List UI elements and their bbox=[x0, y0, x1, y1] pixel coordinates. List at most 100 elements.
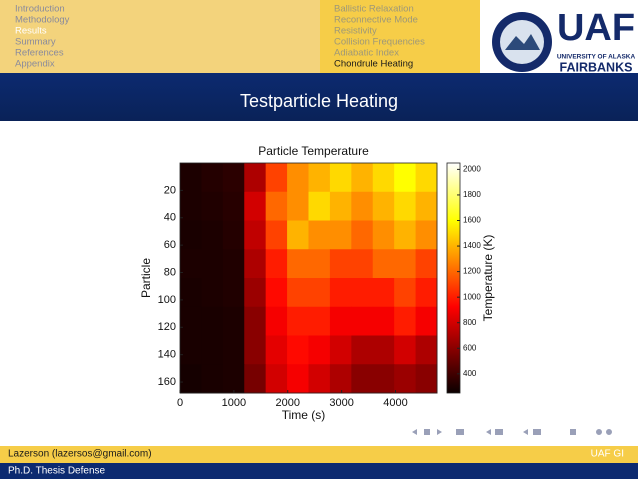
heat-cell bbox=[201, 278, 224, 308]
heat-cell bbox=[244, 163, 267, 193]
x-axis-label: Time (s) bbox=[282, 408, 326, 422]
heat-cell bbox=[351, 335, 374, 365]
heat-cell bbox=[244, 335, 267, 365]
y-tick-label: 160 bbox=[158, 376, 176, 388]
heat-cell bbox=[394, 191, 417, 221]
heat-cell bbox=[394, 306, 417, 336]
heat-cell bbox=[180, 249, 202, 279]
heat-cell bbox=[265, 163, 288, 193]
heat-cell bbox=[351, 364, 374, 394]
heat-cell bbox=[415, 278, 438, 308]
nav-subsection[interactable]: Resistivity bbox=[334, 26, 377, 37]
nav-subsection[interactable]: Collision Frequencies bbox=[334, 37, 425, 48]
nav-section[interactable]: Methodology bbox=[15, 15, 70, 26]
heat-cell bbox=[265, 249, 288, 279]
heat-cell bbox=[180, 191, 202, 221]
heat-cell bbox=[351, 278, 374, 308]
heat-cell bbox=[287, 191, 309, 221]
heat-cell bbox=[351, 306, 374, 336]
heat-cell bbox=[222, 163, 245, 193]
heat-cell bbox=[287, 335, 309, 365]
heat-cell bbox=[244, 306, 267, 336]
heat-cell bbox=[180, 335, 202, 365]
colorbar-tick-label: 600 bbox=[463, 343, 477, 352]
footer-event: Ph.D. Thesis Defense bbox=[8, 466, 106, 477]
heat-cell bbox=[244, 364, 267, 394]
heat-cell bbox=[415, 163, 438, 193]
footer-institute: UAF GI bbox=[591, 449, 624, 460]
colorbar-tick-label: 1000 bbox=[463, 292, 481, 301]
heat-cell bbox=[308, 364, 331, 394]
heat-cell bbox=[372, 249, 395, 279]
logo-line1: UNIVERSITY OF ALASKA bbox=[557, 54, 636, 61]
heat-cell bbox=[415, 191, 438, 221]
heat-cell bbox=[329, 278, 352, 308]
nav-symbols bbox=[412, 429, 612, 435]
heat-cell bbox=[415, 364, 438, 394]
heat-cell bbox=[222, 249, 245, 279]
nav-section[interactable]: Summary bbox=[15, 37, 56, 48]
colorbar-tick-label: 1600 bbox=[463, 216, 481, 225]
heat-cell bbox=[222, 306, 245, 336]
heat-cell bbox=[372, 278, 395, 308]
nav-subsection[interactable]: Chondrule Heating bbox=[334, 59, 413, 70]
nav-section[interactable]: Introduction bbox=[15, 4, 65, 15]
heat-cell bbox=[372, 306, 395, 336]
y-tick-label: 60 bbox=[164, 239, 176, 251]
heat-cell bbox=[244, 220, 267, 250]
x-tick-label: 3000 bbox=[329, 397, 353, 409]
heat-cell bbox=[180, 220, 202, 250]
colorbar-tick-label: 2000 bbox=[463, 164, 481, 173]
nav-subsection[interactable]: Reconnective Mode bbox=[334, 15, 418, 26]
heat-cell bbox=[415, 335, 438, 365]
heat-cell bbox=[201, 335, 224, 365]
heat-cell bbox=[394, 163, 417, 193]
nav-section[interactable]: References bbox=[15, 48, 64, 59]
nav-section[interactable]: Appendix bbox=[15, 59, 55, 70]
heat-cell bbox=[329, 163, 352, 193]
heat-cell bbox=[329, 249, 352, 279]
nav-right-bg bbox=[320, 0, 480, 73]
nav-subsection[interactable]: Ballistic Relaxation bbox=[334, 4, 414, 15]
nav-section[interactable]: Results bbox=[15, 26, 47, 37]
heat-cell bbox=[201, 364, 224, 394]
y-tick-label: 80 bbox=[164, 266, 176, 278]
heat-cell bbox=[287, 163, 309, 193]
colorbar-tick-label: 1200 bbox=[463, 267, 481, 276]
heat-cell bbox=[201, 306, 224, 336]
colorbar-tick-label: 800 bbox=[463, 318, 477, 327]
heat-cell bbox=[287, 364, 309, 394]
colorbar bbox=[446, 162, 461, 394]
colorbar-tick-label: 400 bbox=[463, 369, 477, 378]
logo-line2: FAIRBANKS bbox=[560, 60, 633, 74]
heat-cell bbox=[415, 249, 438, 279]
heat-cell bbox=[394, 278, 417, 308]
heat-cell bbox=[394, 220, 417, 250]
heat-cell bbox=[308, 335, 331, 365]
y-axis-label: Particle bbox=[139, 258, 153, 298]
heat-cell bbox=[329, 335, 352, 365]
heat-cell bbox=[308, 306, 331, 336]
heat-cell bbox=[351, 220, 374, 250]
heat-cell bbox=[351, 249, 374, 279]
footer-author: Lazerson (lazersos@gmail.com) bbox=[8, 449, 152, 460]
heat-cell bbox=[351, 191, 374, 221]
x-tick-label: 1000 bbox=[222, 397, 246, 409]
colorbar-tick-label: 1400 bbox=[463, 241, 481, 250]
colorbar-label: Temperature (K) bbox=[481, 235, 495, 322]
x-tick-label: 4000 bbox=[383, 397, 407, 409]
nav-subsection[interactable]: Adiabatic Index bbox=[334, 48, 399, 59]
y-tick-label: 140 bbox=[158, 349, 176, 361]
heat-cell bbox=[265, 364, 288, 394]
heat-cell bbox=[415, 306, 438, 336]
heat-cell bbox=[244, 249, 267, 279]
seal-mountains bbox=[505, 34, 540, 50]
heat-cell bbox=[222, 364, 245, 394]
heat-cell bbox=[180, 163, 202, 193]
heat-cell bbox=[222, 191, 245, 221]
heat-cell bbox=[308, 220, 331, 250]
heat-cell bbox=[222, 335, 245, 365]
heat-cell bbox=[372, 335, 395, 365]
chart: Particle Temperature Time (s) Particle 0 100… bbox=[139, 144, 495, 422]
